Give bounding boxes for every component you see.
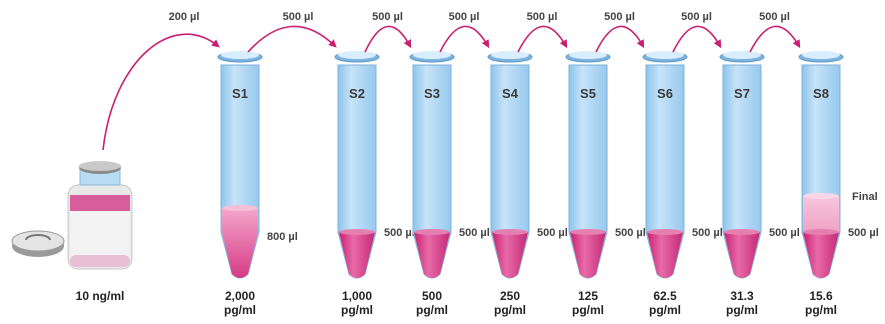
concentration-unit: pg/ml: [726, 303, 758, 317]
transfer-arrow-icon: [749, 25, 801, 53]
tube-volume-label: 500 µl: [615, 227, 646, 239]
transfer-volume-label: 500 µl: [372, 11, 403, 23]
concentration-unit: pg/ml: [416, 303, 448, 317]
transfer-volume-label: 500 µl: [283, 11, 314, 23]
tube-s6: S6 500 µl 62.5pg/ml: [642, 51, 723, 317]
transfer-arrow-icon: [595, 25, 645, 53]
concentration-value: 31.3: [730, 289, 754, 303]
tube-volume-label: 500 µl: [384, 227, 415, 239]
transfer-arrow-icon: [364, 25, 412, 53]
tube-s8: S8 500 µl 15.6pg/ml: [798, 51, 879, 317]
concentration-unit: pg/ml: [224, 303, 256, 317]
transfer-arrow-icon: [102, 33, 220, 151]
tube-label: S8: [813, 86, 829, 101]
transfer-volume-label: 500 µl: [604, 11, 635, 23]
tube-volume-label: 500 µl: [769, 227, 800, 239]
concentration-value: 500: [422, 289, 442, 303]
transfer-arrow-icon: [439, 25, 490, 53]
concentration-value: 125: [578, 289, 598, 303]
tube-volume-label: 500 µl: [692, 227, 723, 239]
concentration-value: 1,000: [342, 289, 372, 303]
transfer-arrow-icon: [517, 25, 568, 53]
stock-vial: [11, 161, 133, 270]
transfer-arrow-icon: [247, 25, 337, 53]
concentration-unit: pg/ml: [341, 303, 373, 317]
tube-volume-label: 500 µl: [848, 227, 879, 239]
concentration-unit: pg/ml: [494, 303, 526, 317]
transfer-volume-label: 500 µl: [759, 11, 790, 23]
concentration-value: 250: [500, 289, 520, 303]
concentration-value: 15.6: [809, 289, 833, 303]
transfer-arrow-group: 200 µl 500 µl 500 µl 500 µl 500 µl 500 µl 500 …: [102, 11, 801, 151]
tube-label: S4: [502, 86, 519, 101]
transfer-volume-label: 500 µl: [681, 11, 712, 23]
concentration-unit: pg/ml: [649, 303, 681, 317]
tube-label: S2: [349, 86, 365, 101]
tube-volume-label: 800 µl: [267, 231, 298, 243]
transfer-volume-label: 200 µl: [169, 11, 200, 23]
transfer-volume-label: 500 µl: [449, 11, 480, 23]
final-label: Final: [852, 191, 878, 203]
tube-label: S3: [424, 86, 440, 101]
tube-label: S6: [657, 86, 673, 101]
transfer-arrow-icon: [672, 25, 722, 53]
tube-volume-label: 500 µl: [537, 227, 568, 239]
concentration-unit: pg/ml: [572, 303, 604, 317]
tube-s7: S7 500 µl 31.3pg/ml: [719, 51, 800, 317]
tube-label: S7: [734, 86, 750, 101]
concentration-value: 2,000: [225, 289, 255, 303]
stock-label: 10 ng/ml: [76, 289, 125, 303]
tube-label: S1: [232, 86, 248, 101]
concentration-value: 62.5: [653, 289, 677, 303]
transfer-volume-label: 500 µl: [527, 11, 558, 23]
tube-label: S5: [580, 86, 596, 101]
concentration-unit: pg/ml: [805, 303, 837, 317]
tube-volume-label: 500 µl: [459, 227, 490, 239]
